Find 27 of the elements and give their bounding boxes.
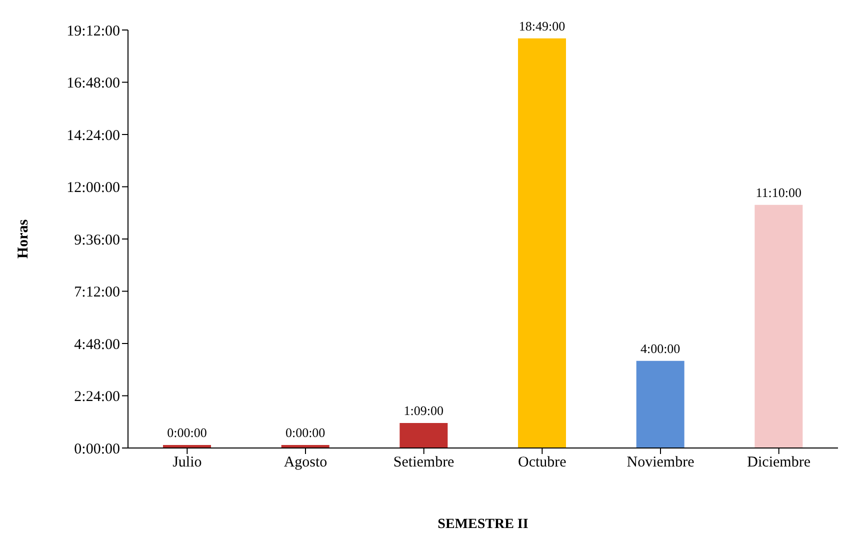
x-tick-label: Julio	[172, 454, 202, 471]
y-tick-label: 4:48:00	[74, 336, 120, 353]
data-label: 18:49:00	[518, 18, 566, 34]
y-tick-label: 14:24:00	[66, 128, 120, 144]
data-label: 4:00:00	[640, 340, 680, 356]
data-label: 0:00:00	[167, 425, 207, 440]
y-tick-label: 19:12:00	[66, 23, 120, 40]
y-tick-label: 7:12:00	[74, 284, 120, 301]
x-tick-label: Setiembre	[393, 454, 455, 471]
bar	[754, 204, 803, 448]
x-tick-label: Agosto	[284, 454, 328, 471]
bar	[400, 422, 448, 448]
x-tick-label: Diciembre	[747, 454, 811, 471]
x-tick-label: Noviembre	[626, 454, 695, 471]
y-tick-label: 16:48:00	[66, 76, 120, 92]
x-tick-label: Octubre	[518, 454, 567, 471]
data-label: 1:09:00	[404, 402, 444, 418]
x-axis-title: SEMESTRE II	[438, 517, 528, 532]
y-tick-label: 2:24:00	[74, 389, 120, 406]
y-tick-label: 0:00:00	[74, 441, 120, 458]
data-label: 0:00:00	[285, 425, 326, 440]
data-label: 11:10:00	[756, 184, 802, 200]
y-axis-title: Horas	[15, 219, 32, 259]
y-tick-label: 12:00:00	[66, 180, 120, 196]
y-tick-label: 9:36:00	[74, 232, 120, 248]
bar	[518, 38, 566, 448]
bar	[636, 360, 684, 448]
